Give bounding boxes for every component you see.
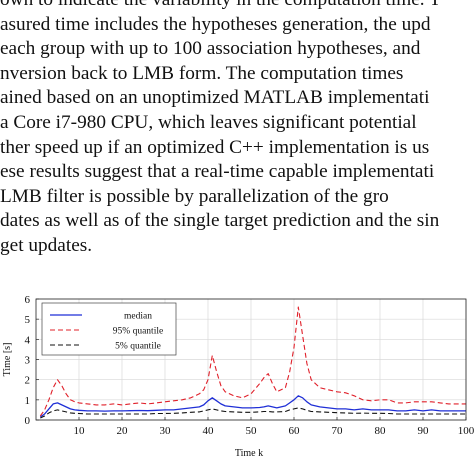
y-tick-label: 4 — [25, 334, 31, 346]
paragraph-line: asured time includes the hypotheses gene… — [0, 13, 431, 35]
paragraph-line: ther speed up if an optimized C++ implem… — [0, 136, 430, 158]
series-line-3 — [40, 407, 466, 419]
paragraph-line: ained based on an unoptimized MATLAB imp… — [0, 87, 430, 109]
x-tick-label: 90 — [418, 425, 430, 437]
paper-paragraph: own to indicate the variability in the c… — [0, 0, 474, 256]
y-tick-label: 2 — [25, 375, 31, 387]
x-tick-label: 40 — [203, 425, 215, 437]
legend: median 95% quantile 5% quantile — [41, 302, 177, 356]
computation-time-figure: 10 20 30 40 50 60 70 80 90 100 0 1 2 3 4 5 6 median 95% q… — [0, 290, 474, 474]
y-tick-label: 6 — [25, 294, 31, 306]
y-tick-label: 3 — [25, 355, 31, 367]
paragraph-line: own to indicate the variability in the c… — [0, 0, 474, 13]
x-tick-label: 10 — [74, 425, 86, 437]
paragraph-line: a Core i7-980 CPU, which leaves signific… — [0, 111, 417, 133]
legend-label: 5% quantile — [115, 342, 161, 352]
x-tick-label: 70 — [332, 425, 344, 437]
x-tick-label: 80 — [375, 425, 387, 437]
paragraph-line: LMB filter is possible by parallelizatio… — [0, 185, 389, 207]
legend-label: median — [124, 312, 152, 322]
x-tick-label: 60 — [289, 425, 301, 437]
paragraph-line: get updates. — [0, 234, 93, 256]
series-line-2 — [39, 306, 466, 417]
legend-box — [41, 302, 177, 356]
y-axis-label: Time [s] — [2, 343, 13, 377]
series-line-1 — [39, 395, 466, 418]
x-tick-label: 50 — [246, 425, 258, 437]
y-tick-label: 5 — [25, 314, 31, 326]
axis-ticks: 10 20 30 40 50 60 70 80 90 100 0 1 2 3 4 5 6 — [25, 294, 474, 437]
legend-label: 95% quantile — [113, 327, 163, 337]
paragraph-line: each group with up to 100 association hy… — [0, 38, 421, 60]
y-tick-label: 0 — [25, 415, 31, 427]
paragraph-line: dates as well as of the single target pr… — [0, 210, 440, 232]
series-lines — [39, 306, 466, 419]
x-tick-label: 100 — [458, 425, 474, 437]
x-axis-label: Time k — [235, 448, 263, 459]
x-tick-label: 30 — [160, 425, 172, 437]
y-tick-label: 1 — [25, 395, 31, 407]
paragraph-line: nversion back to LMB form. The computati… — [0, 62, 404, 84]
x-tick-label: 20 — [117, 425, 129, 437]
x-axis-label-text: Time k — [235, 448, 263, 459]
computation-time-chart: 10 20 30 40 50 60 70 80 90 100 0 1 2 3 4 5 6 median 95% q… — [2, 294, 474, 459]
paragraph-line: ese results suggest that a real-time cap… — [0, 161, 435, 183]
